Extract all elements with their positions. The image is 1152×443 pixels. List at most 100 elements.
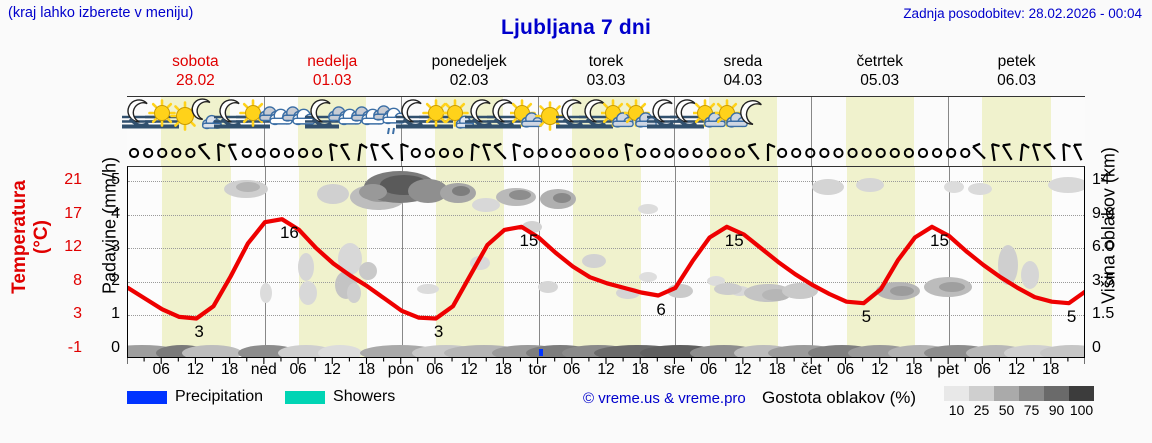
daylight-band (846, 167, 915, 357)
temperature-extreme-label: 5 (1066, 307, 1077, 327)
moon-wind-icon (669, 97, 704, 139)
sun-wind-icon (418, 97, 453, 139)
cloud-height-tick: 3.5 (1092, 271, 1115, 289)
cloud-density-tick: 90 (1048, 402, 1065, 418)
day-name: torek (588, 53, 624, 70)
x-axis-tick-label: 18 (631, 361, 649, 378)
day-name: petek (997, 53, 1036, 70)
wind-barb-panel (127, 138, 1085, 166)
day-separator (539, 167, 540, 357)
x-axis-tick-label: pet (937, 361, 959, 378)
day-separator (265, 167, 266, 357)
cloud-density-tick: 25 (973, 402, 990, 418)
day-date: 04.03 (723, 72, 763, 89)
temperature-tick: -1 (67, 339, 82, 356)
daylight-band (434, 138, 504, 166)
temperature-tick: 3 (73, 305, 82, 323)
gridline (128, 214, 1084, 216)
wind-barb-row (128, 142, 1083, 162)
cloud-height-tick: 1.5 (1092, 305, 1115, 323)
cloud-density-segment (994, 386, 1019, 401)
day-separator (674, 138, 675, 166)
x-axis-tick-label: 06 (289, 361, 307, 378)
copyright-link[interactable]: © vreme.us & vreme.pro (583, 390, 746, 407)
page-title: Ljubljana 7 dni (500, 16, 651, 39)
gridline (128, 315, 1084, 317)
day-date: 03.03 (586, 72, 626, 89)
daylight-band (298, 138, 367, 166)
cloud-height-tick: 0 (1092, 339, 1101, 356)
x-axis-tick-label: 18 (221, 361, 239, 378)
x-axis-tick-label: 12 (597, 361, 615, 378)
gridline (128, 248, 1084, 250)
day-date: 28.02 (176, 72, 215, 89)
sun-wind-icon (145, 97, 180, 139)
cloud-density-scale: 10 25 50 75 90 100 (944, 386, 1094, 418)
x-axis-tick-label: 18 (1042, 361, 1060, 378)
moon-wind-icon (487, 97, 522, 139)
temperature-tick: 12 (64, 238, 82, 256)
x-axis-tick-label: pon (387, 361, 414, 378)
day-separator (675, 167, 676, 357)
x-axis-tick-label: 12 (1007, 361, 1026, 378)
daylight-band (571, 138, 641, 166)
x-axis-tick-label: 12 (460, 361, 478, 378)
precipitation-legend: Precipitation Showers (127, 388, 417, 410)
temperature-extreme-label: 15 (930, 230, 949, 250)
x-axis-tick-label: 12 (323, 361, 341, 378)
x-axis-tick-label: sre (663, 361, 686, 378)
day-name: sobota (172, 53, 219, 70)
gridline (128, 181, 1084, 182)
sun-cloud-icon (599, 97, 635, 139)
cloud-density-field (128, 171, 1084, 357)
temperature-tick: 21 (64, 171, 82, 188)
x-axis-tick-label: čet (800, 361, 822, 378)
daylight-band (709, 167, 779, 357)
moon-icon (738, 97, 772, 139)
cloud-density-segment (969, 386, 994, 401)
x-axis-tick-label: tor (528, 361, 547, 378)
cloud-density-tick: 10 (948, 402, 965, 418)
day-header-row: sobota 28.02 nedelja 01.03 ponedeljek 02.03 to… (127, 52, 1085, 92)
daylight-band (162, 167, 231, 357)
showers-legend-label: Showers (333, 388, 396, 405)
sun-cloud-icon (713, 97, 749, 139)
cloud-height-tick: 9.0 (1092, 204, 1115, 222)
cloud-density-tick: 100 (1069, 402, 1094, 418)
day-header-sobota: sobota 28.02 (127, 52, 264, 92)
x-axis-tick-label: 18 (905, 361, 923, 378)
x-axis-tick-label: 18 (357, 361, 376, 378)
day-date: 06.03 (997, 72, 1036, 89)
last-update-text: Zadnja posodobitev: 28.02.2026 - 00:04 (903, 6, 1142, 21)
x-axis-tick-label: 06 (426, 361, 444, 378)
x-axis-tick-label: 06 (152, 361, 170, 378)
x-axis-tick-label: 12 (186, 361, 205, 378)
day-date: 05.03 (860, 72, 900, 89)
x-axis-tick-label: 06 (836, 361, 855, 378)
precipitation-swatch (127, 390, 167, 404)
day-header-torek: torek 03.03 (538, 52, 675, 92)
cloud-density-segment (1019, 386, 1044, 401)
day-separator (811, 97, 812, 166)
day-header-četrtek: četrtek 05.03 (811, 52, 948, 92)
day-name: nedelja (307, 53, 358, 70)
temperature-curve (128, 217, 1084, 321)
x-axis-tick-label: 06 (973, 361, 991, 378)
day-separator (948, 97, 949, 166)
cloud-density-segment (944, 386, 969, 401)
cloud-density-tick: 75 (1023, 402, 1040, 418)
day-separator (949, 167, 950, 357)
x-axis-tick-label: 12 (871, 361, 889, 378)
day-separator (674, 97, 675, 166)
precipitation-tick: 2 (111, 271, 120, 289)
temperature-extreme-label: 16 (279, 223, 299, 243)
temperature-extreme-label: 3 (433, 322, 444, 342)
temperature-extreme-label: 3 (194, 322, 204, 342)
temperature-tick: 17 (64, 204, 82, 222)
location-menu-note: (kraj lahko izberete v meniju) (8, 5, 194, 21)
day-separator (811, 138, 812, 166)
x-axis-tick-label: 18 (494, 361, 512, 378)
temperature-extreme-label: 15 (724, 230, 744, 250)
day-header-sreda: sreda 04.03 (674, 52, 811, 92)
day-header-petek: petek 06.03 (948, 52, 1085, 92)
